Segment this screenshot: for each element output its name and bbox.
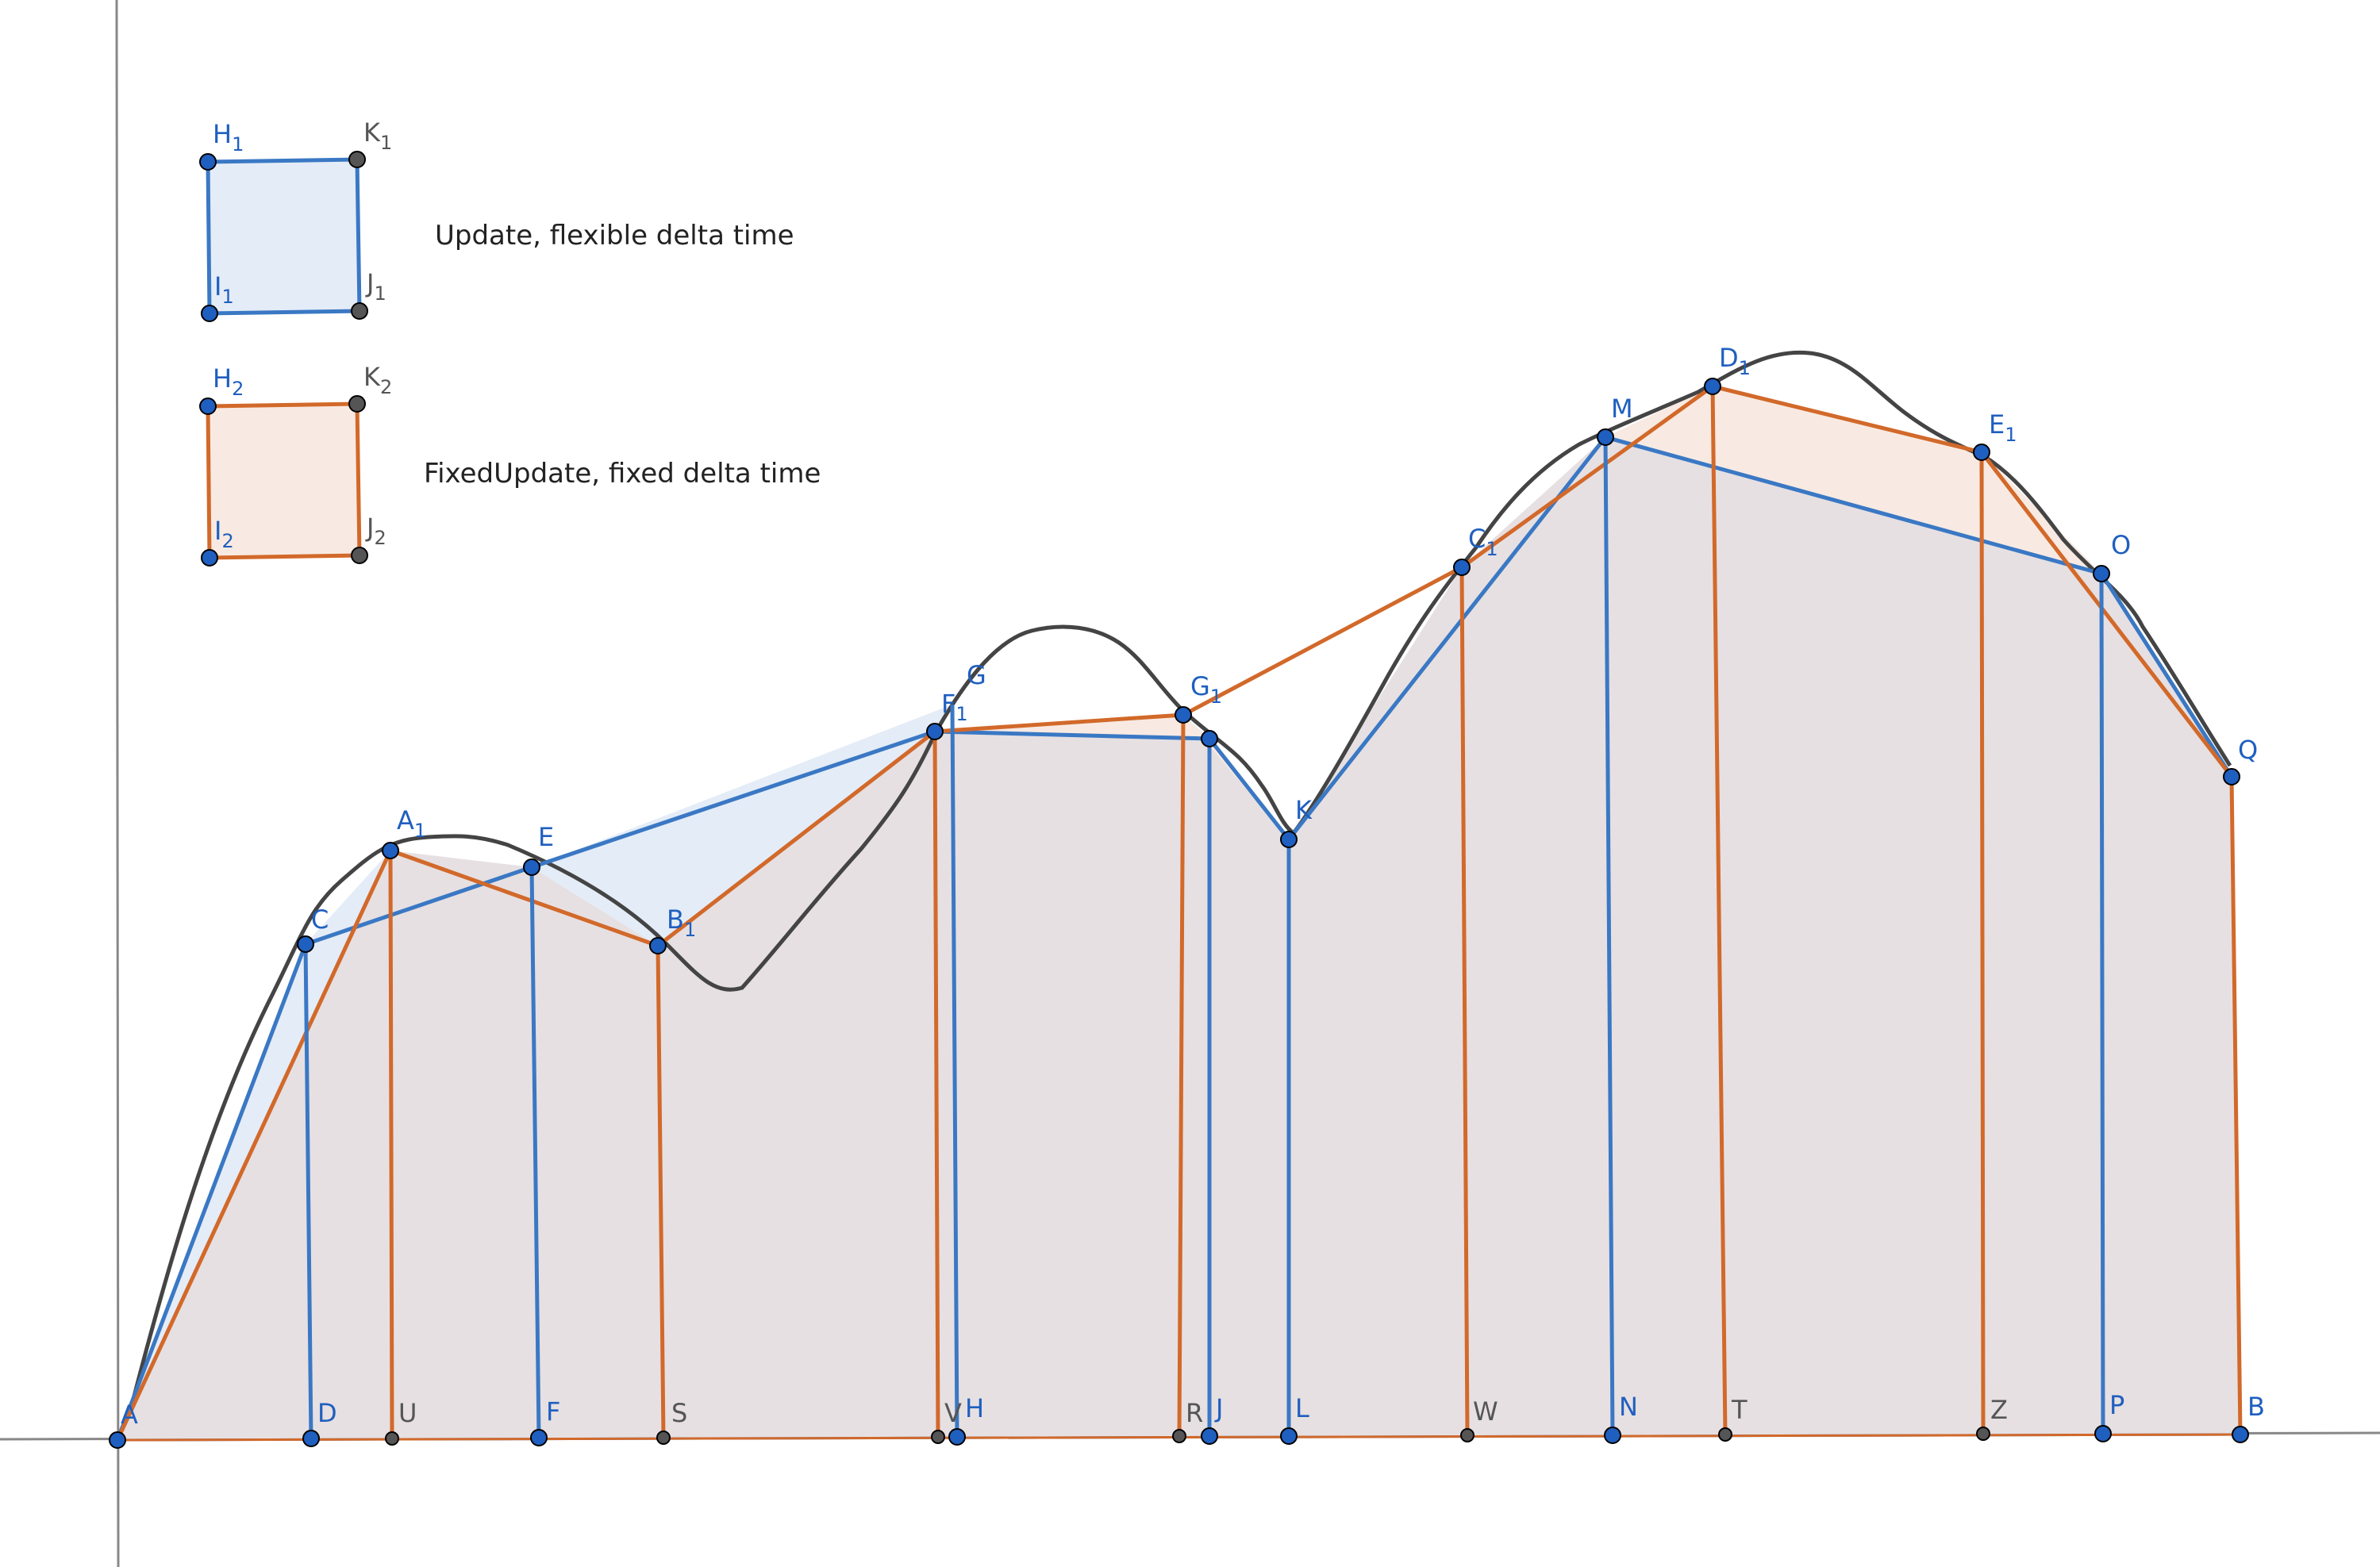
label-D1: D1 — [1719, 343, 1751, 379]
label-I2: I2 — [214, 516, 234, 552]
label-L: L — [1295, 1393, 1309, 1423]
label-Z: Z — [1990, 1395, 2008, 1425]
area-under-curve — [117, 386, 2240, 1440]
axis-points-blue — [302, 1425, 2249, 1447]
label-P: P — [2109, 1390, 2124, 1420]
label-J1: J1 — [365, 268, 386, 305]
label-B: B — [2247, 1392, 2265, 1422]
label-F: F — [546, 1396, 560, 1427]
legend-fixed-text: FixedUpdate, fixed delta time — [424, 458, 821, 490]
label-B1: B1 — [667, 904, 696, 941]
axis-points-gray — [385, 1427, 1990, 1446]
label-G: G — [967, 660, 986, 690]
label-K2: K2 — [363, 362, 392, 398]
label-G1: G1 — [1190, 671, 1222, 708]
label-J: J — [1214, 1393, 1223, 1423]
label-I1: I1 — [214, 271, 234, 308]
flexible-extra-area — [306, 705, 952, 946]
label-A1: A1 — [397, 805, 426, 842]
label-E1: E1 — [1989, 409, 2017, 446]
label-Q: Q — [2238, 735, 2258, 765]
label-C1: C1 — [1468, 524, 1498, 560]
label-T: T — [1731, 1395, 1748, 1425]
label-S: S — [671, 1398, 687, 1428]
label-C: C — [311, 904, 329, 935]
label-N: N — [1619, 1392, 1638, 1422]
flexible-verticals — [303, 436, 2105, 1439]
fixed-verticals — [388, 386, 2243, 1439]
label-J2: J2 — [365, 513, 386, 549]
label-V: V — [944, 1398, 962, 1428]
label-H: H — [965, 1393, 984, 1423]
label-K1: K1 — [363, 117, 392, 154]
label-F1: F1 — [941, 689, 968, 725]
fixed-extra-area-4 — [1605, 386, 2101, 574]
label-H1: H1 — [213, 119, 244, 156]
label-H2: H2 — [213, 363, 244, 400]
label-D: D — [317, 1398, 337, 1428]
label-K: K — [1295, 795, 1313, 825]
legend-flexible-text: Update, flexible delta time — [435, 220, 794, 252]
label-W: W — [1473, 1396, 1498, 1427]
legend-points — [199, 151, 368, 567]
label-O: O — [2111, 530, 2131, 560]
label-A: A — [121, 1400, 138, 1430]
label-M: M — [1611, 394, 1633, 424]
blue-points — [109, 378, 2240, 1449]
label-E: E — [538, 822, 554, 852]
label-R: R — [1186, 1398, 1203, 1428]
label-U: U — [398, 1398, 417, 1428]
y-axis — [115, 0, 120, 1567]
